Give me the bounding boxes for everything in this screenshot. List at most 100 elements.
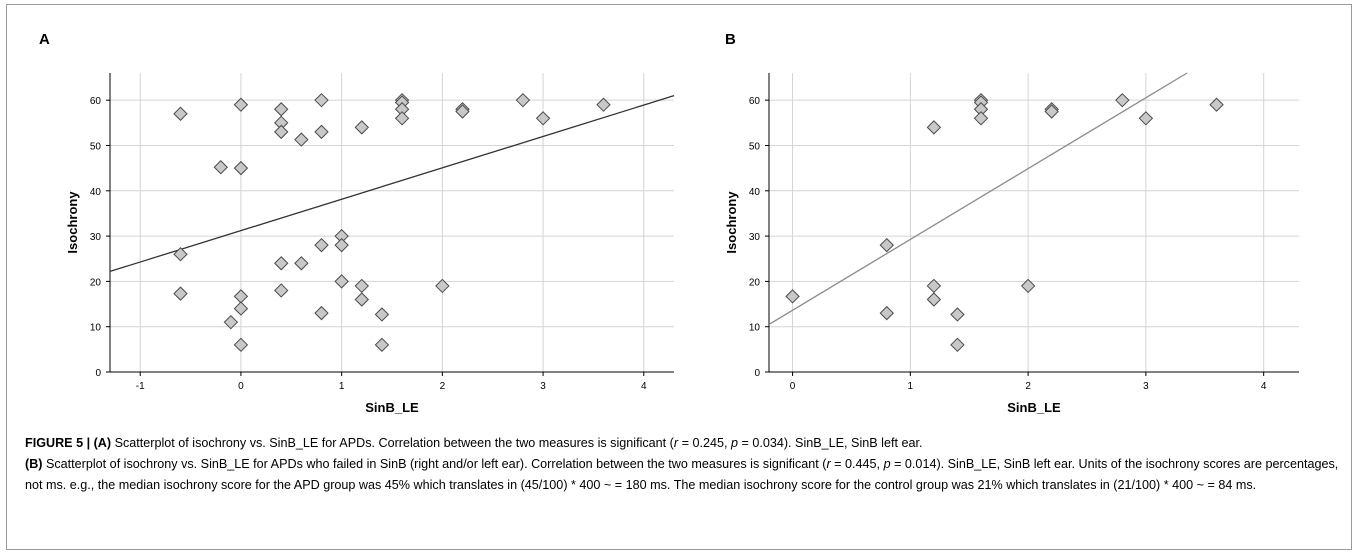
- x-tick-labels-b: 0 1 2 3 4: [790, 372, 1267, 392]
- caption-part-a-text: Scatterplot of isochrony vs. SinB_LE for…: [111, 436, 674, 450]
- y-tick-label: 60: [90, 96, 102, 107]
- y-tick-label: 30: [749, 232, 761, 243]
- data-points-b: [785, 92, 1224, 353]
- scatter-point: [274, 124, 289, 140]
- scatter-point: [374, 337, 390, 353]
- scatter-point: [926, 292, 942, 307]
- scatter-point: [785, 289, 800, 304]
- y-tick-label: 20: [90, 277, 102, 288]
- scatter-panel-a: A 0 10 20 30 40 50 60 -1 0 1 2 3 4 Isochrony SinB_L…: [39, 31, 675, 415]
- figure-caption: FIGURE 5 | (A) Scatterplot of isochrony …: [25, 433, 1351, 496]
- caption-figure-label: FIGURE 5 |: [25, 436, 91, 450]
- caption-part-b-label: (B): [25, 457, 43, 471]
- scatter-point: [274, 256, 289, 271]
- x-tick-label: -1: [136, 381, 145, 392]
- scatter-panel-b: B 0 10 20 30 40 50 60 0 1 2 3 4 Isochrony SinB_LE: [724, 31, 1299, 415]
- caption-part-a-p-value: = 0.034). SinB_LE, SinB left ear.: [737, 436, 923, 450]
- scatter-point: [173, 286, 188, 301]
- scatter-point: [1044, 104, 1059, 119]
- scatter-point: [314, 124, 329, 140]
- scatter-point: [354, 292, 369, 307]
- scatter-point: [354, 120, 369, 135]
- caption-part-a-p: p: [730, 436, 738, 450]
- x-tick-label: 3: [540, 381, 546, 392]
- scatter-point: [274, 283, 289, 298]
- x-tick-label: 1: [908, 381, 914, 392]
- y-axis-title-b: Isochrony: [724, 191, 739, 254]
- caption-part-b-text: Scatterplot of isochrony vs. SinB_LE for…: [42, 457, 827, 471]
- scatter-point: [334, 237, 349, 253]
- scatter-point: [596, 97, 611, 112]
- x-axis-title-a: SinB_LE: [365, 400, 419, 415]
- scatter-point: [435, 278, 450, 294]
- scatter-point: [173, 106, 188, 121]
- scatter-point: [314, 92, 329, 108]
- scatter-point: [233, 160, 249, 176]
- scatter-point: [926, 120, 942, 135]
- scatter-point: [455, 104, 470, 119]
- caption-part-a-r-value: = 0.245,: [678, 436, 731, 450]
- scatter-point: [394, 111, 410, 126]
- y-tick-label: 60: [749, 96, 761, 107]
- y-tick-label: 30: [90, 232, 102, 243]
- caption-part-a-r: r: [673, 436, 679, 450]
- scatter-point: [973, 111, 989, 126]
- x-axis-title-b: SinB_LE: [1007, 400, 1061, 415]
- scatter-point: [1020, 278, 1036, 294]
- scatter-point: [1138, 111, 1154, 126]
- scatter-point: [950, 307, 965, 322]
- scatter-point: [314, 237, 329, 253]
- x-tick-label: 4: [1261, 381, 1267, 392]
- y-tick-label: 0: [754, 368, 760, 379]
- panel-label-a: A: [39, 31, 50, 48]
- y-tick-label: 20: [749, 277, 761, 288]
- scatter-point: [879, 237, 894, 253]
- scatter-point: [535, 111, 551, 126]
- x-tick-label: 0: [790, 381, 796, 392]
- x-tick-label: 2: [440, 381, 446, 392]
- scatter-point: [213, 160, 228, 175]
- y-tick-label: 50: [749, 141, 761, 152]
- x-tick-label: 1: [339, 381, 345, 392]
- x-tick-label: 4: [641, 381, 647, 392]
- caption-part-b-rest: SinB_LE, SinB left ear. Units of the iso…: [25, 457, 1339, 492]
- scatter-point: [334, 274, 349, 289]
- scatter-point: [233, 289, 249, 304]
- scatter-point: [233, 301, 249, 316]
- scatter-point: [233, 337, 249, 353]
- scatter-point: [294, 256, 309, 271]
- figure-frame: A 0 10 20 30 40 50 60 -1 0 1 2 3 4 Isochrony SinB_L…: [6, 4, 1352, 550]
- caption-part-b-r-value: = 0.445,: [830, 457, 884, 471]
- x-tick-label: 0: [238, 381, 244, 392]
- y-tick-label: 40: [749, 187, 761, 198]
- y-tick-label: 50: [90, 141, 102, 152]
- scatter-point: [1209, 97, 1224, 112]
- grid-a: [110, 73, 674, 372]
- scatter-point: [173, 247, 188, 262]
- y-tick-labels-a: 0 10 20 30 40 50 60: [90, 96, 110, 379]
- caption-part-a-label: (A): [93, 436, 112, 450]
- y-tick-label: 10: [90, 323, 102, 334]
- scatter-point: [515, 92, 531, 108]
- scatter-point: [1115, 92, 1130, 108]
- y-tick-label: 10: [749, 323, 761, 334]
- y-tick-labels-b: 0 10 20 30 40 50 60: [749, 96, 769, 379]
- scatter-point: [274, 102, 289, 117]
- grid-b: [769, 73, 1299, 372]
- x-tick-labels-a: -1 0 1 2 3 4: [136, 372, 647, 392]
- caption-part-b-r: r: [826, 457, 831, 471]
- y-tick-label: 40: [90, 187, 102, 198]
- x-tick-label: 3: [1143, 381, 1149, 392]
- scatter-point: [294, 132, 309, 147]
- scatter-point: [879, 305, 894, 321]
- regression-line-b: [768, 72, 1188, 325]
- scatter-point: [950, 337, 965, 353]
- scatter-point: [314, 305, 329, 321]
- x-tick-label: 2: [1025, 381, 1031, 392]
- panel-label-b: B: [725, 31, 736, 48]
- scatter-point: [233, 97, 249, 112]
- y-axis-title-a: Isochrony: [65, 191, 80, 254]
- caption-part-b-p-value: = 0.014).: [890, 457, 945, 471]
- scatter-point: [374, 307, 390, 322]
